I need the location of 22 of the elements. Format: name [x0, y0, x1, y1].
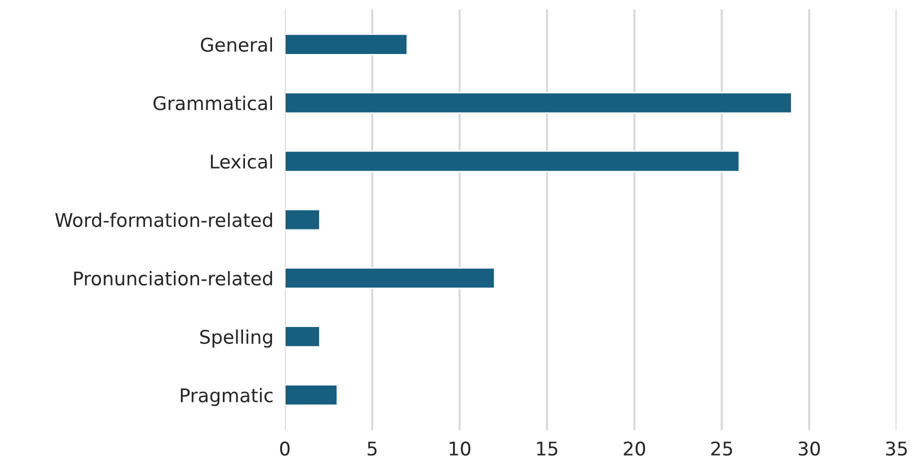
x-tick-label: 30: [798, 441, 820, 456]
y-tick-label: Word-formation-related: [55, 212, 272, 228]
y-tick-label: Grammatical: [153, 96, 272, 110]
y-tick-label: Pronunciation-related: [74, 271, 272, 286]
bar: [284, 326, 321, 348]
y-tick-label: Pragmatic: [180, 388, 273, 406]
x-tick-label: 0: [280, 441, 290, 456]
y-tick-label: Spelling: [200, 329, 272, 348]
bar: [284, 92, 792, 114]
x-tick-label: 5: [368, 442, 377, 456]
x-tick-label: 15: [537, 442, 558, 456]
x-tick-label: 10: [450, 441, 470, 456]
bar: [284, 384, 338, 406]
bar: [284, 34, 408, 56]
x-tick-label: 25: [711, 441, 732, 456]
x-tick-label: 35: [886, 441, 907, 456]
bar: [284, 208, 321, 231]
y-tick-label: Lexical: [210, 154, 272, 169]
bar: [284, 150, 740, 172]
bar: [284, 267, 496, 290]
y-tick-label: General: [200, 37, 272, 52]
x-tick-label: 20: [624, 441, 646, 456]
